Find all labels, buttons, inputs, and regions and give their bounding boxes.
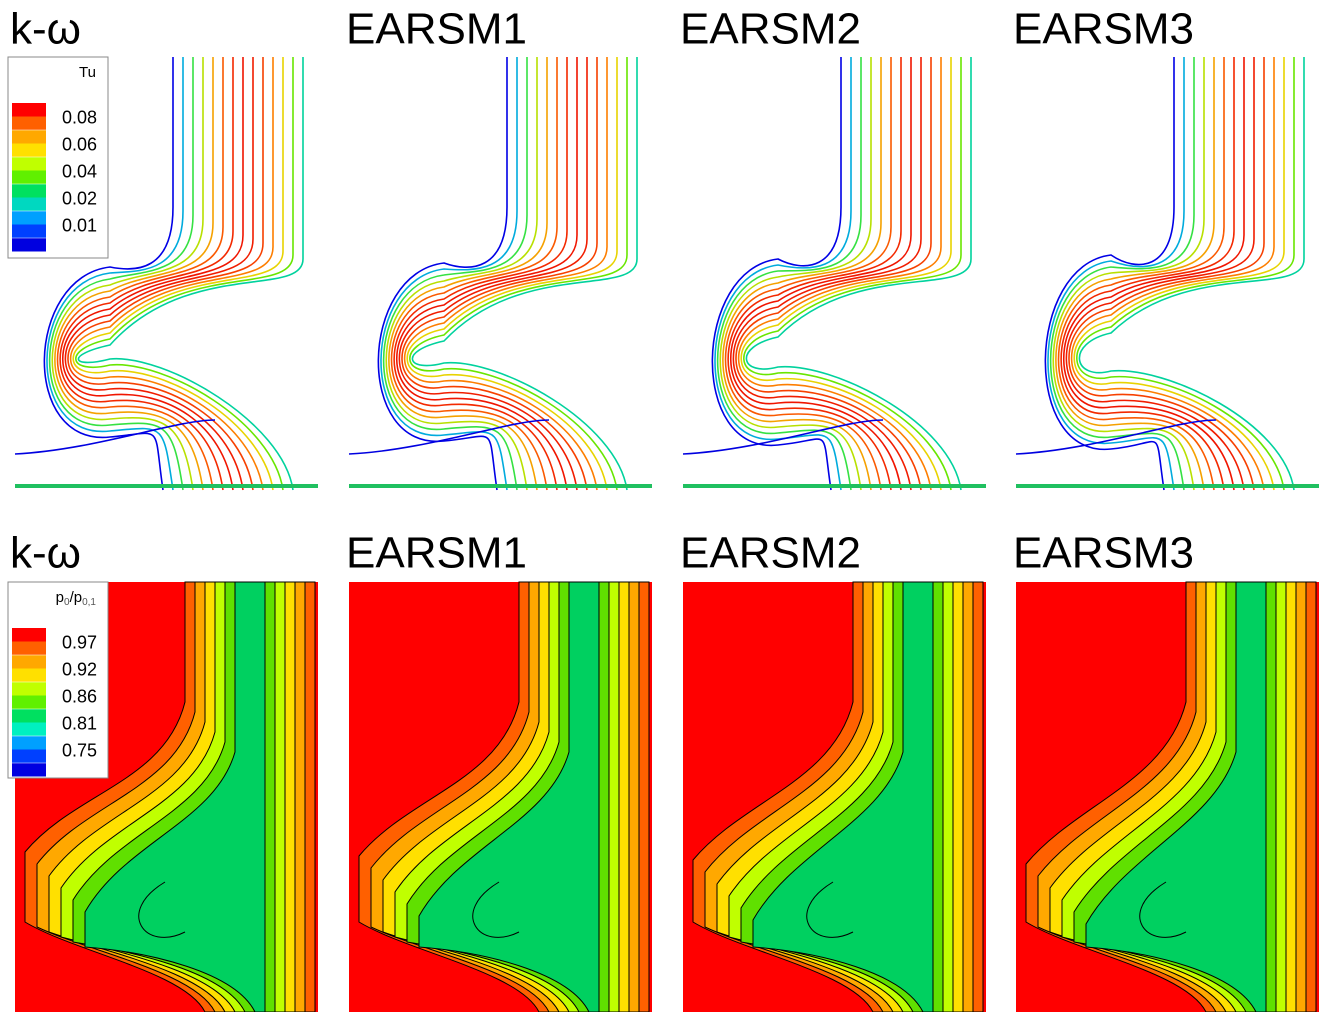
legend-swatch <box>12 655 46 669</box>
legend-swatch <box>12 723 46 737</box>
contour-plot <box>349 582 652 1012</box>
legend-label: 0.97 <box>62 632 97 652</box>
legend-swatch <box>12 225 46 239</box>
contour-plot <box>683 582 986 1012</box>
legend-title: Tu <box>79 64 96 81</box>
legend-label: 0.81 <box>62 713 97 733</box>
legend-swatch <box>12 696 46 710</box>
contour-line <box>746 57 971 490</box>
panel-title: EARSM2 <box>680 529 861 578</box>
legend-title-part: /p <box>70 589 83 606</box>
legend-label: 0.01 <box>62 215 97 235</box>
contour-line <box>683 420 883 454</box>
legend-swatch <box>12 184 46 198</box>
legend-label: 0.04 <box>62 161 97 181</box>
panel-title: EARSM3 <box>1013 529 1194 578</box>
wall <box>683 484 986 488</box>
legend-swatch <box>12 709 46 723</box>
legend-swatch <box>12 642 46 656</box>
panel-title: k-ω <box>10 5 81 54</box>
wall <box>15 484 318 488</box>
panel-title: k-ω <box>10 529 81 578</box>
legend-swatch <box>12 628 46 642</box>
legend-swatch <box>12 211 46 225</box>
legend-label: 0.86 <box>62 686 97 706</box>
wall <box>349 484 652 488</box>
legend-label: 0.02 <box>62 188 97 208</box>
legend-swatch <box>12 157 46 171</box>
panel-title: EARSM2 <box>680 5 861 54</box>
legend-title-part: 0,1 <box>82 597 96 608</box>
legend-title-part: Tu <box>79 64 96 81</box>
legend-swatch <box>12 750 46 764</box>
contour-plot <box>1016 57 1319 490</box>
legend-swatch <box>12 682 46 696</box>
legend-swatch <box>12 103 46 117</box>
panel-title: EARSM3 <box>1013 5 1194 54</box>
legend-title-part: p <box>56 589 64 606</box>
contour-plot <box>683 57 986 490</box>
panel-title: EARSM1 <box>346 5 527 54</box>
contour-line <box>1051 57 1194 490</box>
legend-swatch <box>12 198 46 212</box>
legend-swatch <box>12 763 46 777</box>
legend-swatch <box>12 144 46 158</box>
legend-swatch <box>12 669 46 683</box>
legend-label: 0.06 <box>62 134 97 154</box>
contour-plot <box>1016 582 1319 1012</box>
legend-label: 0.75 <box>62 740 97 760</box>
legend-swatch <box>12 171 46 185</box>
contour-line <box>378 57 507 490</box>
legend-label: 0.08 <box>62 107 97 127</box>
panel-title: EARSM1 <box>346 529 527 578</box>
legend-swatch <box>12 117 46 131</box>
legend-label: 0.92 <box>62 659 97 679</box>
wall <box>1016 484 1319 488</box>
contour-plot <box>349 57 652 490</box>
contour-line <box>715 57 851 490</box>
legend-swatch <box>12 130 46 144</box>
legend-swatch <box>12 736 46 750</box>
legend-swatch <box>12 238 46 252</box>
figure: k-ω EARSM1 EARSM2 EARSM3 Tu 0.08 0.06 0.04 0.02 0… <box>0 0 1329 1012</box>
